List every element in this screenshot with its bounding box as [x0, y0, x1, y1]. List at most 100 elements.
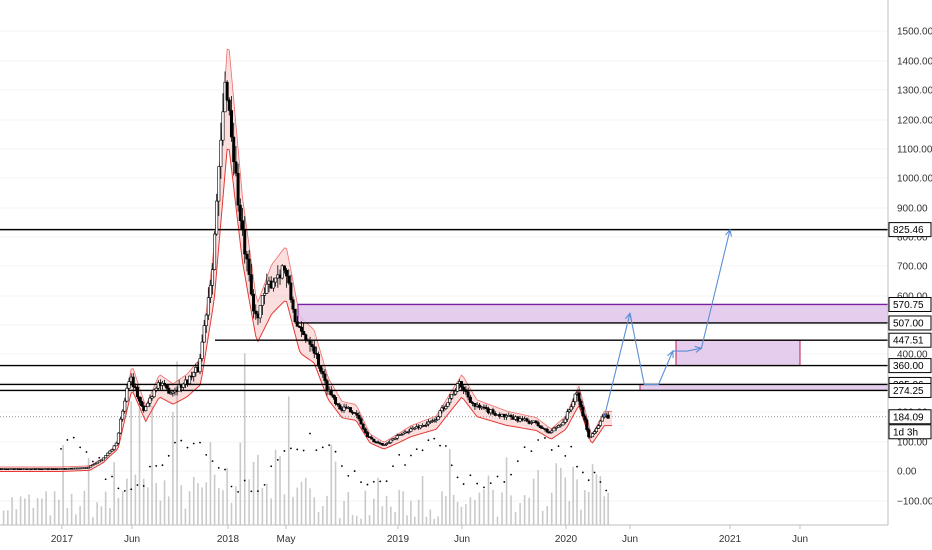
- price-axis[interactable]: 1500.00 1400.00 1300.00 1200.00 1100.00 1000.…: [887, 0, 932, 525]
- candle-body: [581, 406, 585, 417]
- candle-body: [450, 394, 454, 399]
- candle-body: [372, 438, 376, 443]
- indicator-dot: [199, 441, 201, 444]
- volume-bar: [417, 499, 420, 525]
- volume-bars: [2, 353, 609, 525]
- indicator-dot: [347, 474, 350, 477]
- volume-bar: [180, 485, 183, 525]
- candle-body: [219, 139, 223, 168]
- candle-body: [287, 275, 291, 284]
- candle-body: [289, 282, 293, 301]
- indicator-dot: [217, 467, 220, 469]
- volume-bar: [222, 490, 224, 525]
- candle-body: [260, 295, 264, 306]
- candle-body: [198, 358, 202, 373]
- volume-bar: [441, 491, 443, 525]
- indicator-dot: [462, 483, 465, 485]
- candle-body: [300, 326, 304, 332]
- volume-bar: [217, 487, 220, 525]
- horizontal-levels[interactable]: [0, 228, 888, 418]
- candle-body: [395, 435, 399, 439]
- candle-body: [413, 427, 417, 430]
- volume-bar: [239, 442, 242, 525]
- indicator-dot: [564, 455, 567, 457]
- volume-bar: [478, 492, 481, 525]
- volume-bar: [226, 467, 228, 525]
- indicator-dot: [180, 439, 183, 442]
- time-axis[interactable]: 2017 Jun 2018 May 2019 Jun 2020 Jun 2021 Jun: [0, 524, 888, 545]
- gridlines: [0, 30, 888, 502]
- candle-body: [119, 418, 123, 434]
- candle-body: [385, 443, 389, 445]
- candle-body: [336, 403, 340, 406]
- volume-bar: [197, 483, 199, 525]
- indicator-dot: [98, 456, 101, 459]
- indicator-dot: [587, 479, 590, 482]
- indicator-dot: [496, 475, 499, 478]
- candle-body: [477, 404, 481, 408]
- indicator-dot: [341, 465, 343, 467]
- candle-body: [545, 428, 549, 433]
- candle-body: [192, 372, 196, 377]
- x-tick-label-5: Jun: [454, 534, 470, 545]
- candle-body: [245, 253, 249, 260]
- volume-bar: [300, 481, 303, 525]
- indicator-dot: [404, 464, 406, 466]
- volume-bar: [607, 492, 609, 525]
- indicator-dot: [392, 465, 394, 468]
- volume-bar: [138, 408, 141, 525]
- indicator-dots: [60, 432, 608, 493]
- indicator-dot: [523, 446, 526, 449]
- volume-bar: [261, 488, 264, 525]
- candle-body: [227, 99, 231, 111]
- indicator-dot: [136, 484, 139, 486]
- volume-bar: [134, 474, 137, 525]
- indicator-dot: [433, 437, 436, 440]
- volume-bar: [113, 462, 115, 525]
- volume-bar: [595, 474, 598, 525]
- volume-bar: [287, 396, 290, 525]
- indicator-dot: [581, 471, 584, 474]
- candle-body: [561, 422, 565, 426]
- candle-body: [206, 297, 210, 316]
- volume-bar: [364, 490, 367, 525]
- volume-bar: [492, 489, 494, 525]
- candle-body: [215, 200, 219, 235]
- candle-body: [104, 455, 108, 459]
- projection-arrows[interactable]: [603, 228, 733, 417]
- y-tick-label-3: 1200.00: [897, 116, 932, 127]
- candle-body: [541, 427, 545, 429]
- y-tick-label-4: 1100.00: [897, 145, 932, 156]
- candle-body: [606, 414, 610, 419]
- supply-demand-zones[interactable]: [297, 303, 889, 391]
- indicator-dot: [530, 450, 533, 453]
- volume-bar: [433, 518, 436, 525]
- volume-bar: [213, 474, 216, 525]
- candle-body: [114, 442, 118, 447]
- indicator-dot: [444, 445, 447, 447]
- volume-bar: [528, 497, 530, 525]
- y-tick-label-7: 800.00: [897, 233, 928, 244]
- volume-bar: [452, 494, 455, 525]
- candle-body: [466, 391, 470, 398]
- candle-body: [571, 401, 575, 408]
- indicator-dot: [576, 465, 578, 468]
- candle-body: [217, 166, 221, 202]
- candle-body: [594, 428, 598, 432]
- candle-body: [236, 172, 240, 206]
- volume-bar: [334, 461, 337, 525]
- candle-body: [297, 326, 301, 328]
- volume-bar: [292, 497, 294, 525]
- indicator-dot: [211, 460, 214, 463]
- candle-body: [587, 429, 591, 438]
- indicator-dot: [353, 470, 356, 472]
- volume-bar: [92, 517, 94, 525]
- volume-bar: [209, 442, 212, 525]
- indicator-dot: [489, 482, 492, 485]
- volume-bar: [505, 457, 508, 525]
- candle-body: [323, 373, 327, 381]
- x-tick-label-7: Jun: [622, 534, 638, 545]
- indicator-dot: [296, 448, 299, 451]
- indicator-dot: [257, 490, 259, 493]
